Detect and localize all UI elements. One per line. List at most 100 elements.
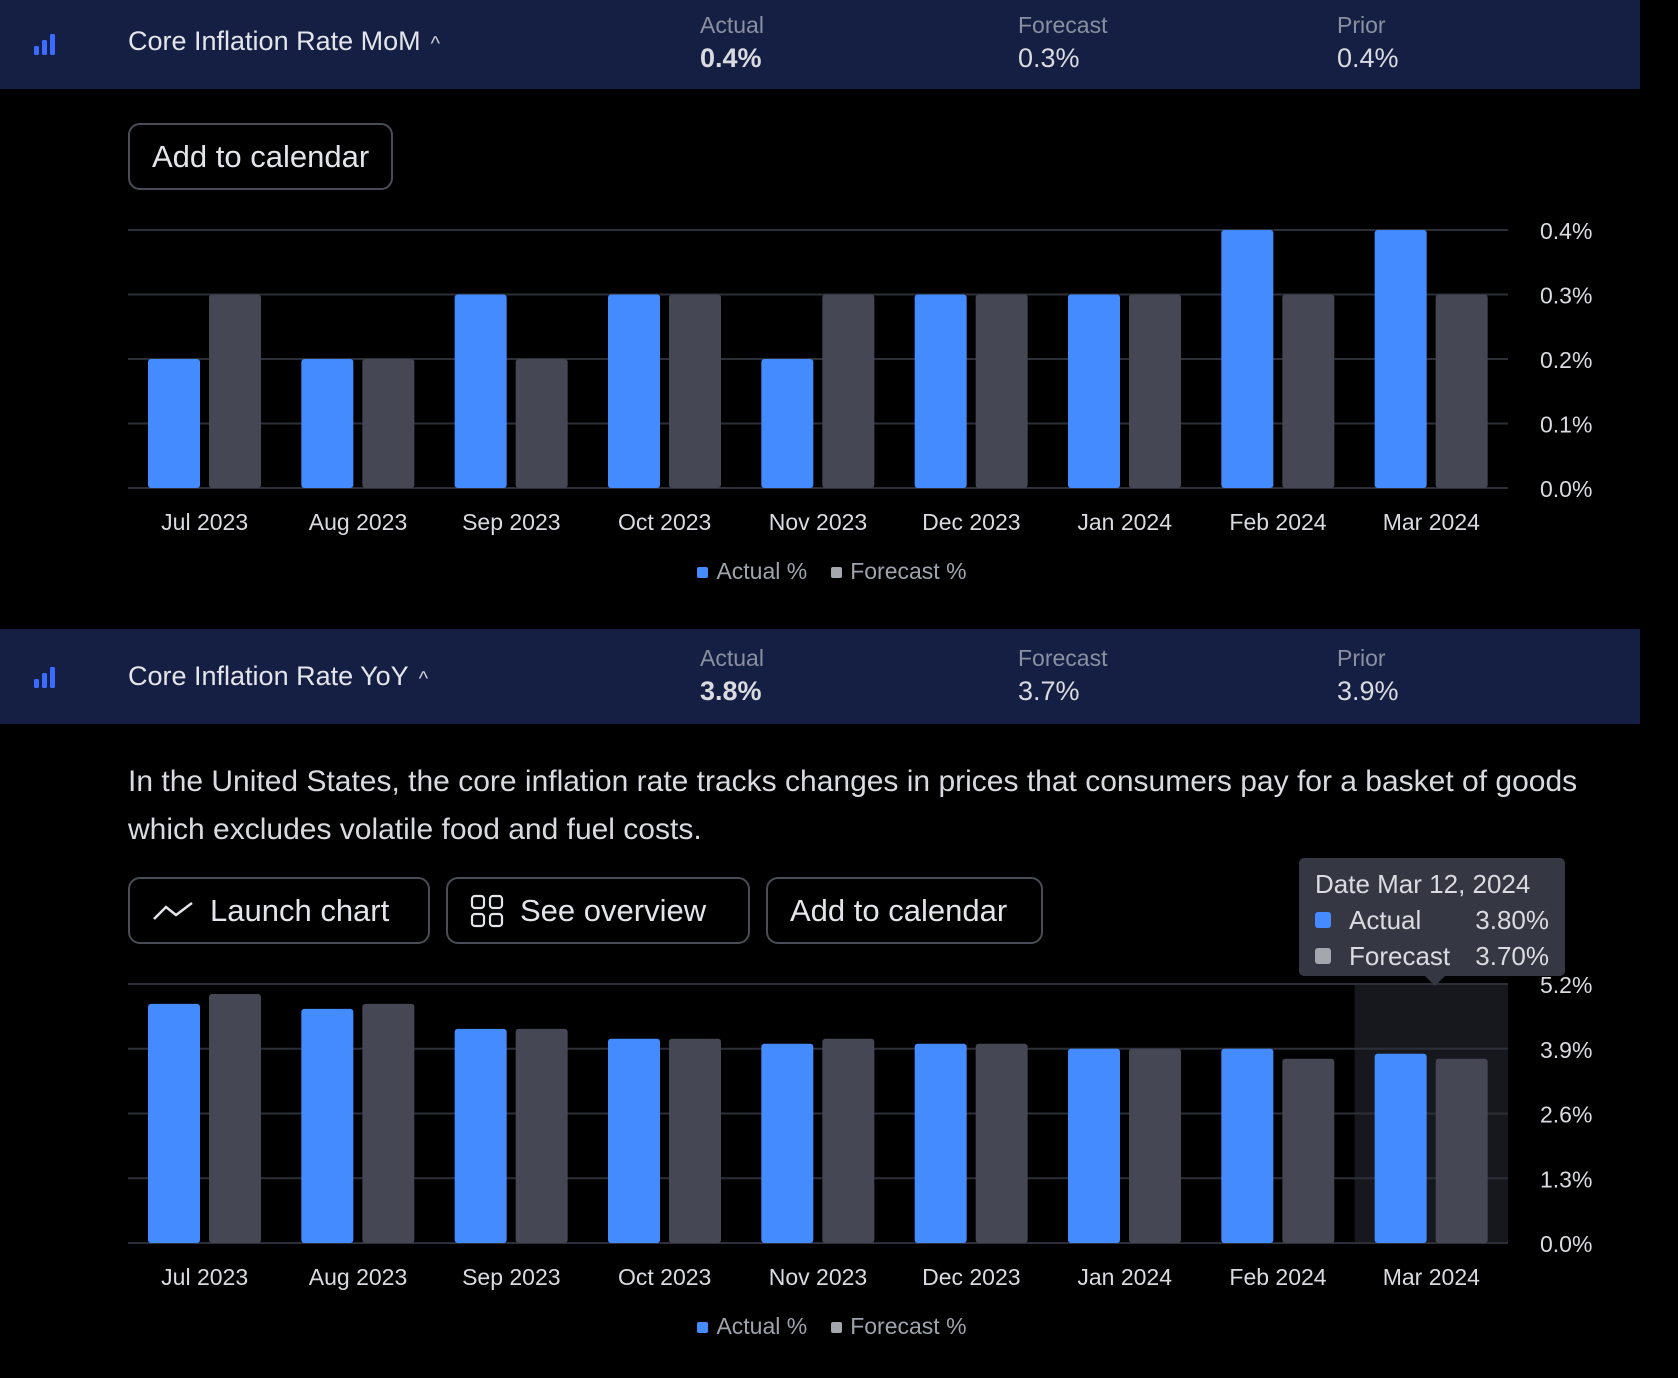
- prior-value: 0.4%: [1337, 43, 1399, 73]
- bar-forecast: [822, 294, 875, 488]
- actual-label: Actual: [700, 12, 764, 38]
- button-label: See overview: [520, 892, 707, 928]
- bar-chart-icon: [34, 667, 55, 688]
- grid-icon: [470, 894, 504, 927]
- y-tick-label: 0.3%: [1540, 283, 1592, 309]
- button-label: Launch chart: [210, 892, 390, 928]
- add-to-calendar-button[interactable]: Add to calendar: [766, 877, 1043, 944]
- bar-actual: [1068, 1048, 1120, 1243]
- x-tick-label: Sep 2023: [462, 509, 560, 535]
- bar-forecast: [1435, 1058, 1488, 1243]
- title-text: Core Inflation Rate MoM: [128, 26, 421, 56]
- bar-chart-icon: [34, 34, 55, 55]
- bar-forecast: [975, 294, 1028, 488]
- prior-label: Prior: [1337, 12, 1386, 38]
- bar-forecast: [1282, 1058, 1335, 1243]
- event-title[interactable]: Core Inflation Rate YoY ^: [128, 661, 428, 692]
- y-tick-label: 2.6%: [1540, 1102, 1592, 1128]
- forecast-value: 3.7%: [1018, 676, 1080, 706]
- x-tick-label: Mar 2024: [1383, 1264, 1480, 1290]
- actual-stat: Actual 0.4%: [700, 12, 764, 74]
- x-tick-label: Aug 2023: [309, 509, 407, 535]
- prior-label: Prior: [1337, 645, 1386, 671]
- x-tick-label: Oct 2023: [618, 509, 711, 535]
- chevron-up-icon[interactable]: ^: [430, 33, 441, 55]
- launch-chart-button[interactable]: Launch chart: [128, 877, 430, 944]
- tooltip-swatch-actual: [1315, 912, 1331, 928]
- yoy-header[interactable]: Core Inflation Rate YoY ^ Actual 3.8% Fore…: [0, 629, 1640, 724]
- x-tick-label: Nov 2023: [769, 1264, 867, 1290]
- add-to-calendar-button[interactable]: Add to calendar: [128, 123, 394, 190]
- x-tick-label: Jan 2024: [1077, 509, 1172, 535]
- y-tick-label: 0.4%: [1540, 218, 1592, 244]
- bar-forecast: [669, 294, 721, 488]
- y-tick-label: 0.0%: [1540, 1231, 1592, 1257]
- bar-forecast: [1129, 1048, 1181, 1243]
- y-tick-label: 0.1%: [1540, 412, 1592, 438]
- x-tick-label: Dec 2023: [922, 1264, 1020, 1290]
- tooltip-actual-value: 3.80%: [1475, 904, 1549, 935]
- x-tick-label: Oct 2023: [618, 1264, 711, 1290]
- x-tick-label: Jul 2023: [161, 509, 248, 535]
- actual-label: Actual: [700, 645, 764, 671]
- bar-actual: [1068, 294, 1120, 488]
- x-tick-label: Mar 2024: [1383, 509, 1480, 535]
- bar-forecast: [1129, 294, 1181, 488]
- legend-actual[interactable]: Actual %: [716, 1313, 808, 1339]
- title-text: Core Inflation Rate YoY: [128, 661, 409, 691]
- prior-value: 3.9%: [1337, 676, 1399, 706]
- button-label: Add to calendar: [790, 892, 1008, 928]
- bar-actual: [301, 1008, 354, 1243]
- see-overview-button[interactable]: See overview: [446, 877, 750, 944]
- bar-actual: [914, 294, 967, 488]
- bar-actual: [1221, 1048, 1274, 1243]
- bar-forecast: [1282, 294, 1335, 488]
- bar-forecast: [209, 993, 261, 1243]
- bar-actual: [761, 1043, 814, 1243]
- y-tick-label: 1.3%: [1540, 1166, 1592, 1192]
- bar-forecast: [1435, 294, 1488, 488]
- y-tick-label: 0.2%: [1540, 347, 1592, 373]
- legend-swatch-forecast: [831, 1322, 843, 1333]
- legend-forecast[interactable]: Forecast %: [850, 558, 967, 584]
- bar-actual: [148, 1003, 200, 1243]
- forecast-stat: Forecast 3.7%: [1018, 645, 1107, 707]
- legend-swatch-actual: [697, 567, 709, 578]
- yoy-legend: Actual % Forecast %: [0, 1313, 1640, 1340]
- bar-forecast: [975, 1043, 1028, 1243]
- x-tick-label: Dec 2023: [922, 509, 1020, 535]
- tooltip-actual-label: Actual: [1349, 904, 1422, 935]
- forecast-value: 0.3%: [1018, 43, 1080, 73]
- legend-actual[interactable]: Actual %: [716, 558, 808, 584]
- description: In the United States, the core inflation…: [128, 765, 1578, 846]
- bar-forecast: [362, 359, 415, 488]
- bar-actual: [1221, 230, 1274, 488]
- bar-forecast: [822, 1038, 875, 1243]
- button-label: Add to calendar: [152, 138, 370, 174]
- bar-forecast: [362, 1003, 415, 1243]
- actual-stat: Actual 3.8%: [700, 645, 764, 707]
- forecast-stat: Forecast 0.3%: [1018, 12, 1107, 74]
- bar-actual: [1374, 230, 1427, 488]
- mom-legend: Actual % Forecast %: [0, 558, 1640, 585]
- bar-actual: [301, 359, 354, 488]
- legend-swatch-forecast: [831, 567, 843, 578]
- legend-forecast[interactable]: Forecast %: [850, 1313, 967, 1339]
- forecast-label: Forecast: [1018, 645, 1108, 671]
- event-title[interactable]: Core Inflation Rate MoM ^: [128, 26, 440, 57]
- bar-actual: [454, 294, 507, 488]
- x-tick-label: Jan 2024: [1077, 1264, 1172, 1290]
- actual-value: 3.8%: [700, 676, 762, 706]
- x-tick-label: Sep 2023: [462, 1264, 560, 1290]
- tooltip-forecast-label: Forecast: [1349, 940, 1451, 971]
- chevron-up-icon[interactable]: ^: [418, 668, 429, 690]
- tooltip-swatch-forecast: [1315, 948, 1331, 964]
- x-tick-label: Aug 2023: [309, 1264, 407, 1290]
- y-tick-label: 0.0%: [1540, 476, 1592, 502]
- mom-header[interactable]: Core Inflation Rate MoM ^ Actual 0.4% Fore…: [0, 0, 1640, 89]
- bar-actual: [1374, 1053, 1427, 1243]
- bar-actual: [914, 1043, 967, 1243]
- bar-actual: [608, 294, 660, 488]
- bar-forecast: [515, 1028, 568, 1243]
